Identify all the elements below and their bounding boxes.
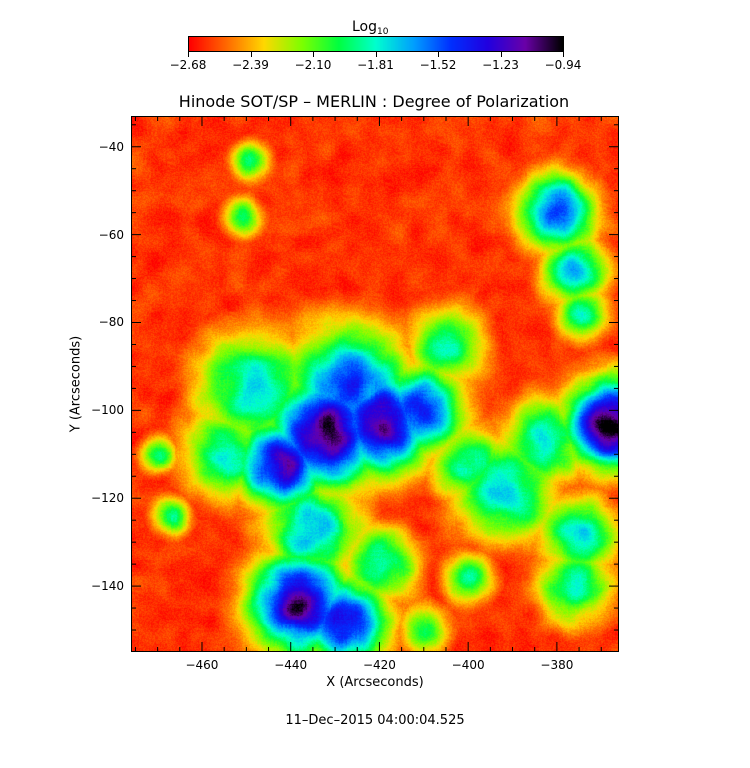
timestamp: 11–Dec–2015 04:00:04.525 — [285, 713, 465, 728]
plot-title: Hinode SOT/SP – MERLIN : Degree of Polar… — [178, 92, 570, 111]
colorbar-tick — [375, 52, 377, 57]
colorbar-tick-label: −2.10 — [294, 58, 332, 72]
plot-area — [131, 116, 619, 652]
colorbar-tick-label: −2.68 — [169, 58, 207, 72]
axis-ticks — [131, 116, 619, 652]
colorbar — [188, 36, 564, 52]
x-tick-label: −440 — [274, 658, 308, 672]
colorbar-title: Log10 — [352, 19, 389, 37]
colorbar-tick — [500, 52, 502, 57]
plot-frame — [131, 116, 619, 652]
colorbar-tick — [313, 52, 314, 57]
colorbar-tick-label: −0.94 — [544, 58, 582, 72]
x-tick-label: −460 — [185, 658, 219, 672]
polarization-heatmap — [131, 116, 619, 652]
y-tick-label: −40 — [98, 139, 124, 154]
y-tick-label: −120 — [91, 491, 124, 506]
y-tick-label: −140 — [91, 579, 124, 594]
x-tick-label: −400 — [451, 658, 485, 672]
colorbar-tick-label: −2.39 — [232, 58, 269, 72]
y-axis-label: Y (Arcseconds) — [68, 335, 84, 433]
colorbar-tick — [250, 52, 252, 57]
y-tick-label: −80 — [98, 315, 124, 330]
colorbar-tick — [563, 52, 564, 57]
colorbar-tick — [438, 52, 439, 57]
y-tick-label: −60 — [98, 227, 124, 242]
colorbar-tick-label: −1.81 — [357, 58, 394, 72]
colorbar-tick-label: −1.23 — [482, 58, 519, 72]
x-axis-label: X (Arcseconds) — [326, 675, 424, 690]
colorbar-tick — [188, 52, 189, 57]
y-tick-label: −100 — [91, 403, 124, 418]
x-tick-label: −380 — [540, 658, 574, 672]
x-tick-label: −420 — [362, 658, 396, 672]
colorbar-tick-label: −1.52 — [419, 58, 457, 72]
